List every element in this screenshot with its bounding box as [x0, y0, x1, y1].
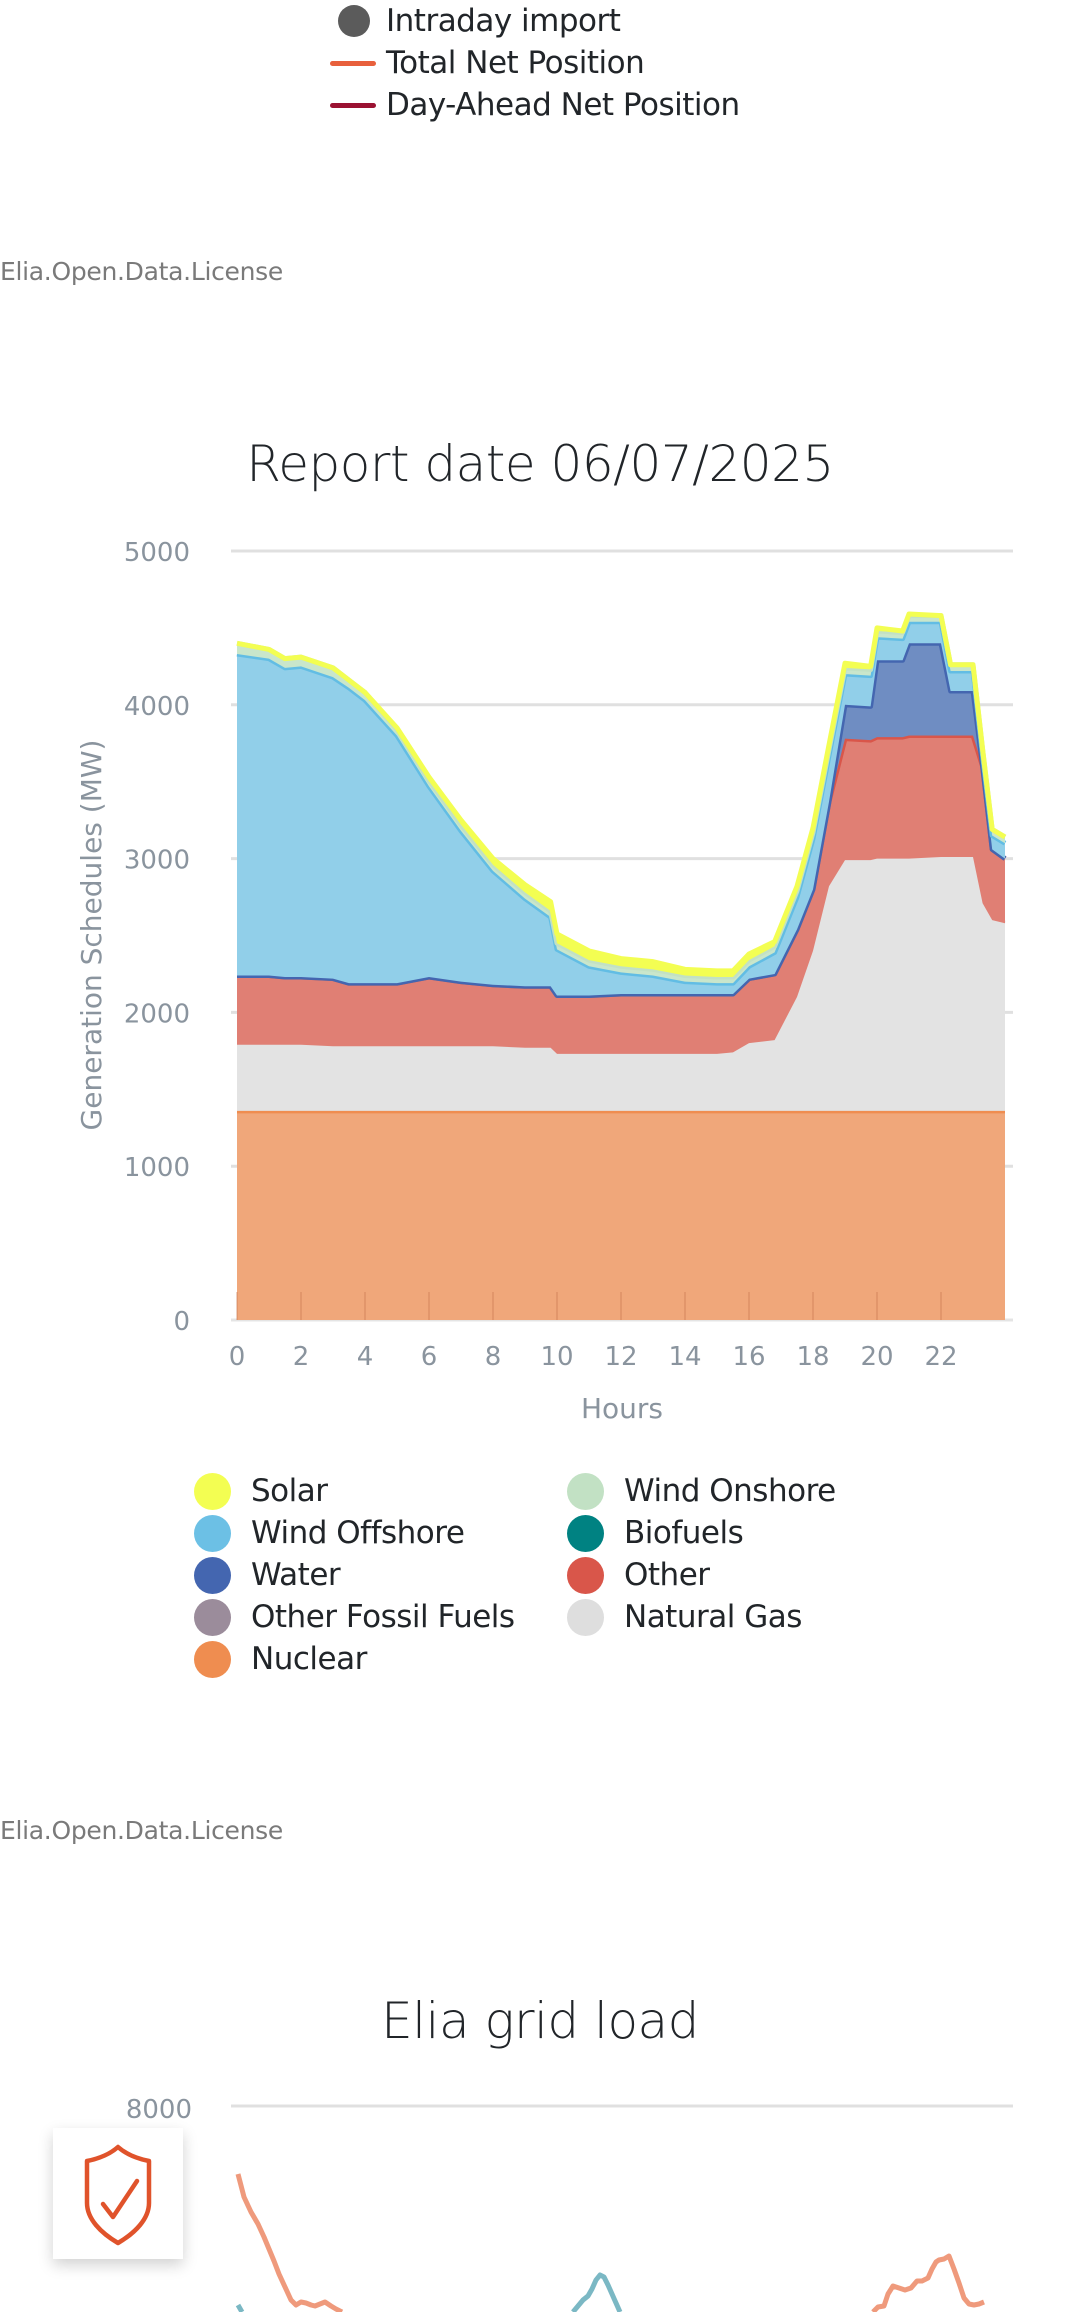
- circle-marker-icon: [194, 1556, 231, 1594]
- x-tick-label: 16: [732, 1342, 765, 1372]
- legend-item-nuclear[interactable]: Nuclear: [190, 1638, 563, 1680]
- legend-item-intraday-import[interactable]: Intraday import: [330, 0, 740, 42]
- x-tick-label: 22: [924, 1342, 957, 1372]
- legend-label: Water: [251, 1557, 341, 1593]
- security-badge-button[interactable]: [53, 2128, 183, 2259]
- area-nuclear: [237, 1110, 1005, 1320]
- y-tick-label: 1000: [124, 1153, 190, 1183]
- x-axis-ticks: 0 2 4 6 8 10 12 14 16 18 20 22: [229, 1292, 958, 1372]
- legend-item-wind-onshore[interactable]: Wind Onshore: [563, 1470, 863, 1512]
- y-tick-label: 0: [173, 1307, 190, 1337]
- area-wind-onshore: [237, 615, 1005, 984]
- circle-marker-icon: [338, 5, 370, 37]
- generation-legend: Solar Wind Onshore Wind Offshore Biofuel…: [190, 1470, 863, 1680]
- legend-item-wind-offshore[interactable]: Wind Offshore: [190, 1512, 563, 1554]
- legend-item-natural-gas[interactable]: Natural Gas: [563, 1596, 863, 1638]
- legend-label: Nuclear: [251, 1641, 367, 1677]
- x-tick-label: 18: [796, 1342, 829, 1372]
- y-tick-label: 5000: [124, 538, 190, 568]
- legend-label: Natural Gas: [624, 1599, 802, 1635]
- line-marker-icon: [330, 102, 376, 108]
- generation-chart: 0 2 4 6 8 10 12 14 16 18 20 22 0 1000 2000 3000 4000 500…: [75, 538, 1013, 1425]
- circle-marker-icon: [194, 1598, 231, 1636]
- line-marker-icon: [330, 60, 376, 66]
- license-credit[interactable]: Elia.Open.Data.License: [0, 1816, 283, 1845]
- line-water: [237, 640, 1007, 998]
- load-series-line-1: [235, 2173, 344, 2312]
- legend-item-other-fossil-fuels[interactable]: Other Fossil Fuels: [190, 1596, 563, 1638]
- y-tick-label: 8000: [126, 2095, 192, 2125]
- circle-marker-icon: [194, 1514, 231, 1552]
- legend-label: Wind Offshore: [251, 1515, 465, 1551]
- area-water: [237, 643, 1005, 996]
- circle-marker-icon: [194, 1640, 231, 1678]
- area-solar: [237, 614, 1005, 978]
- x-tick-label: 6: [421, 1342, 438, 1372]
- line-wind-offshore: [236, 619, 1007, 986]
- load-series-line-2: [235, 2303, 245, 2312]
- circle-marker-icon: [567, 1514, 604, 1552]
- x-tick-label: 14: [668, 1342, 701, 1372]
- x-tick-label: 2: [293, 1342, 310, 1372]
- area-natural-gas: [237, 857, 1005, 1111]
- legend-item-total-net-position[interactable]: Total Net Position: [330, 42, 740, 84]
- x-tick-label: 4: [357, 1342, 374, 1372]
- legend-label: Wind Onshore: [624, 1473, 836, 1509]
- x-axis-label: Hours: [581, 1392, 663, 1425]
- area-other: [237, 735, 1005, 1054]
- y-axis-ticks: 0 1000 2000 3000 4000 5000: [124, 538, 190, 1337]
- circle-marker-icon: [567, 1598, 604, 1636]
- stacked-areas: [236, 611, 1007, 1320]
- y-tick-label: 2000: [124, 999, 190, 1029]
- x-tick-label: 0: [229, 1342, 246, 1372]
- legend-item-day-ahead-net-position[interactable]: Day-Ahead Net Position: [330, 84, 740, 126]
- grid-lines: [231, 549, 1013, 1322]
- line-natural-gas: [237, 854, 1006, 1057]
- legend-label: Other Fossil Fuels: [251, 1599, 515, 1635]
- license-credit[interactable]: Elia.Open.Data.License: [0, 257, 283, 286]
- shield-check-icon: [84, 2144, 152, 2245]
- chart-title: Report date 06/07/2025: [246, 435, 834, 493]
- net-position-legend: Intraday import Total Net Position Day-A…: [330, 0, 740, 126]
- x-tick-label: 12: [604, 1342, 637, 1372]
- legend-label: Other: [624, 1557, 710, 1593]
- load-series-line-1b: [871, 2253, 985, 2312]
- x-tick-label: 20: [860, 1342, 893, 1372]
- y-tick-label: 3000: [124, 846, 190, 876]
- legend-item-other[interactable]: Other: [563, 1554, 863, 1596]
- legend-item-solar[interactable]: Solar: [190, 1470, 563, 1512]
- legend-label: Day-Ahead Net Position: [386, 87, 740, 123]
- circle-marker-icon: [567, 1556, 604, 1594]
- circle-marker-icon: [194, 1472, 231, 1510]
- legend-label: Total Net Position: [386, 45, 645, 81]
- area-wind-offshore: [237, 621, 1005, 996]
- chart-title: Elia grid load: [381, 1992, 699, 2050]
- y-tick-label: 4000: [124, 692, 190, 722]
- line-solar: [236, 611, 1007, 974]
- line-other: [237, 733, 1007, 998]
- legend-label: Solar: [251, 1473, 328, 1509]
- legend-item-biofuels[interactable]: Biofuels: [563, 1512, 863, 1554]
- legend-label: Biofuels: [624, 1515, 744, 1551]
- y-axis-label: Generation Schedules (MW): [75, 740, 108, 1131]
- circle-marker-icon: [567, 1472, 604, 1510]
- legend-label: Intraday import: [386, 3, 621, 39]
- line-wind-onshore: [236, 613, 1007, 980]
- legend-item-water[interactable]: Water: [190, 1554, 563, 1596]
- load-series-line-2b: [571, 2272, 623, 2312]
- x-tick-label: 10: [540, 1342, 573, 1372]
- x-tick-label: 8: [485, 1342, 502, 1372]
